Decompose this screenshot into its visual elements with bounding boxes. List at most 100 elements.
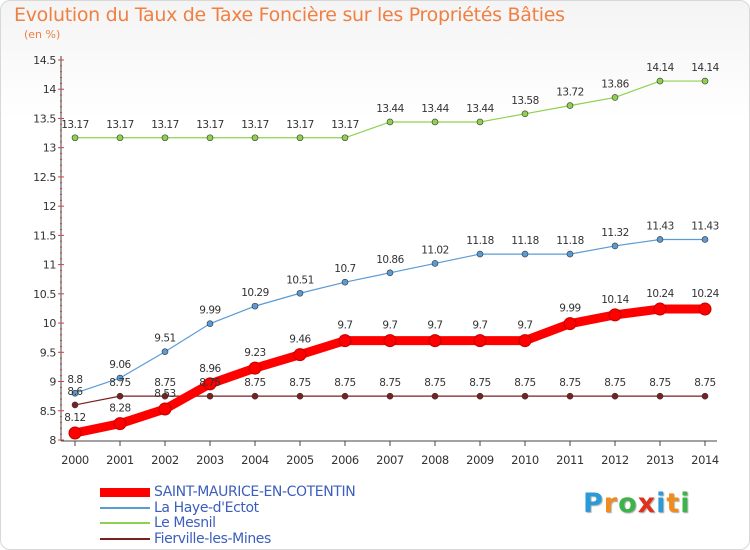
proxiti-logo[interactable]: Proxiti [583, 488, 691, 519]
data-label-le-mesnil: 13.44 [421, 103, 449, 115]
data-label-le-mesnil: 13.86 [601, 78, 629, 90]
y-tick-label: 13 [43, 142, 57, 155]
legend-swatch-le-mesnil [100, 522, 150, 524]
data-label-saint-maurice-en-cotentin: 8.53 [154, 388, 175, 400]
data-point-saint-maurice-en-cotentin [653, 302, 667, 316]
data-point-la-haye-d-ectot [521, 250, 529, 258]
x-tick-label: 2014 [691, 453, 719, 467]
data-point-fierville-les-mines [71, 401, 79, 409]
data-label-fierville-les-mines: 8.75 [469, 377, 490, 389]
data-point-saint-maurice-en-cotentin [293, 348, 307, 362]
logo-letter: P [583, 488, 604, 519]
chart-data-labels: 13.17 13.17 13.17 13.17 13.17 13.17 13.17 13.44… [61, 62, 720, 424]
legend-label-saint-maurice: SAINT-MAURICE-EN-COTENTIN [154, 484, 356, 500]
data-point-fierville-les-mines [116, 392, 124, 400]
data-label-saint-maurice-en-cotentin: 9.7 [337, 320, 352, 332]
chart-unit-label: (en %) [24, 28, 61, 41]
data-point-fierville-les-mines [296, 392, 304, 400]
data-point-saint-maurice-en-cotentin [563, 317, 577, 331]
legend-swatch-fierville-les-mines [100, 537, 150, 540]
data-point-la-haye-d-ectot [206, 320, 214, 327]
data-label-la-haye-d-ectot: 10.29 [241, 287, 269, 299]
y-tick-label: 13.5 [33, 112, 56, 125]
y-tick-label: 11 [43, 259, 56, 272]
x-tick-label: 2007 [376, 453, 404, 467]
data-label-la-haye-d-ectot: 11.02 [421, 244, 449, 256]
data-point-la-haye-d-ectot [71, 389, 79, 397]
data-label-saint-maurice-en-cotentin: 9.7 [472, 320, 487, 332]
data-point-saint-maurice-en-cotentin [518, 334, 532, 348]
data-point-le-mesnil [611, 94, 619, 101]
data-point-fierville-les-mines [701, 392, 709, 400]
x-tick-label: 2013 [646, 453, 674, 467]
data-point-saint-maurice-en-cotentin [473, 334, 487, 348]
data-point-le-mesnil [386, 118, 394, 126]
y-tick-label: 12 [43, 200, 56, 213]
data-point-la-haye-d-ectot [566, 250, 574, 258]
x-tick-label: 2006 [331, 453, 359, 467]
data-label-saint-maurice-en-cotentin: 9.46 [289, 334, 311, 346]
data-point-fierville-les-mines [206, 392, 214, 400]
data-label-saint-maurice-en-cotentin: 9.7 [517, 320, 532, 332]
data-label-la-haye-d-ectot: 9.99 [199, 305, 220, 317]
data-point-le-mesnil [206, 134, 214, 142]
y-tick-label: 11.5 [33, 229, 56, 242]
data-label-fierville-les-mines: 8.75 [289, 377, 310, 389]
data-label-le-mesnil: 14.14 [646, 62, 674, 74]
data-label-fierville-les-mines: 8.75 [559, 377, 580, 389]
data-label-fierville-les-mines: 8.75 [199, 377, 220, 389]
legend-label-la-haye-d-ectot: La Haye-d'Ectot [154, 499, 259, 516]
data-point-saint-maurice-en-cotentin [338, 334, 352, 348]
x-tick-label: 2001 [106, 453, 134, 467]
data-label-fierville-les-mines: 8.75 [649, 377, 670, 389]
data-label-fierville-les-mines: 8.75 [514, 377, 535, 389]
data-label-la-haye-d-ectot: 11.32 [601, 227, 629, 239]
data-point-fierville-les-mines [611, 392, 619, 400]
data-point-le-mesnil [566, 102, 574, 109]
legend-swatch-la-haye-d-ectot [100, 506, 150, 509]
data-label-fierville-les-mines: 8.75 [379, 377, 400, 389]
data-label-saint-maurice-en-cotentin: 8.96 [199, 363, 221, 375]
x-tick-label: 2009 [466, 453, 494, 467]
data-label-saint-maurice-en-cotentin: 8.12 [64, 412, 85, 424]
legend-swatch-saint-maurice [100, 488, 150, 497]
data-point-fierville-les-mines [386, 392, 394, 400]
data-point-saint-maurice-en-cotentin [248, 361, 262, 375]
data-point-la-haye-d-ectot [116, 374, 124, 382]
x-tick-label: 2005 [286, 453, 314, 467]
data-label-le-mesnil: 13.17 [196, 119, 224, 131]
data-label-saint-maurice-en-cotentin: 10.24 [691, 288, 719, 300]
y-tick-label: 8.5 [40, 405, 57, 418]
data-point-le-mesnil [116, 134, 124, 142]
data-point-la-haye-d-ectot [431, 260, 439, 267]
data-label-fierville-les-mines: 8.75 [109, 377, 130, 389]
data-label-fierville-les-mines: 8.75 [604, 377, 625, 389]
data-label-le-mesnil: 13.17 [61, 119, 89, 131]
data-label-le-mesnil: 13.17 [286, 119, 314, 131]
data-point-le-mesnil [296, 134, 304, 142]
data-label-saint-maurice-en-cotentin: 10.14 [601, 294, 629, 306]
data-label-saint-maurice-en-cotentin: 9.99 [559, 303, 580, 315]
data-point-le-mesnil [431, 118, 439, 126]
logo-letter: r [603, 488, 619, 519]
data-label-saint-maurice-en-cotentin: 10.24 [646, 288, 674, 300]
data-point-la-haye-d-ectot [161, 348, 169, 356]
data-label-le-mesnil: 14.14 [691, 62, 719, 74]
data-point-saint-maurice-en-cotentin [698, 302, 712, 316]
y-tick-label: 8 [49, 434, 56, 447]
data-point-saint-maurice-en-cotentin [203, 377, 217, 391]
x-tick-label: 2002 [151, 453, 179, 467]
data-point-la-haye-d-ectot [611, 242, 619, 250]
chart-axes: 8 8.5 9 9.5 10 10.5 11 11.5 12 12.5 13 13.5 14 14.5 20… [33, 54, 719, 467]
data-point-fierville-les-mines [251, 392, 259, 400]
data-point-la-haye-d-ectot [656, 236, 664, 243]
y-tick-label: 14 [43, 83, 57, 96]
data-point-fierville-les-mines [566, 392, 574, 400]
data-label-fierville-les-mines: 8.75 [694, 377, 715, 389]
data-label-la-haye-d-ectot: 9.06 [109, 359, 131, 371]
data-point-saint-maurice-en-cotentin [113, 417, 127, 431]
data-point-fierville-les-mines [476, 392, 484, 400]
data-label-fierville-les-mines: 8.75 [424, 377, 445, 389]
logo-letter: x [637, 488, 657, 519]
